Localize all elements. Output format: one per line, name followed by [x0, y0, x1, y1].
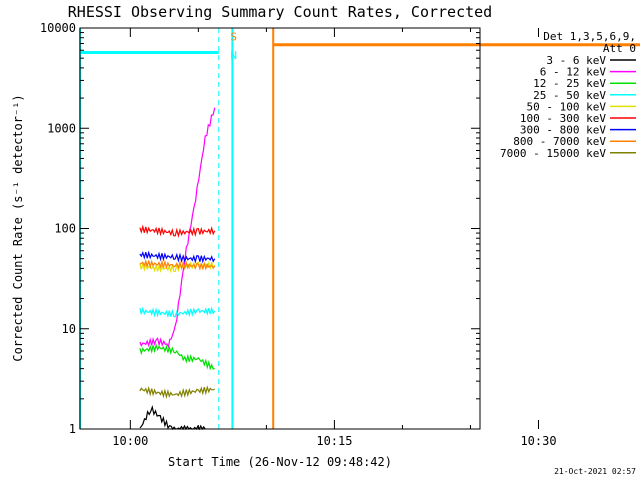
y-tick-label: 100 — [54, 222, 76, 236]
chart-title: RHESSI Observing Summary Count Rates, Co… — [68, 3, 492, 21]
series-line-3 — [139, 306, 216, 319]
x-tick-label: 10:00 — [112, 434, 148, 448]
legend-label: 300 - 800 keV — [520, 124, 606, 137]
x-tick-label: 10:30 — [520, 434, 556, 448]
legend-header-attenuator: Att 0 — [603, 42, 636, 55]
series-line-8 — [139, 385, 215, 400]
series-line-0 — [139, 404, 206, 431]
legend-label: 50 - 100 keV — [527, 100, 607, 113]
legend-label: 25 - 50 keV — [533, 89, 606, 102]
legend-label: 3 - 6 keV — [546, 54, 606, 67]
series-line-6 — [139, 250, 216, 264]
legend-header-detectors: Det 1,3,5,6,9, — [543, 30, 636, 43]
y-tick-label: 10000 — [40, 21, 76, 35]
y-tick-label: 10 — [62, 322, 76, 336]
flag-s: S — [230, 31, 237, 44]
series-group — [139, 107, 216, 431]
y-axis-label: Corrected Count Rate (s⁻¹ detector⁻¹) — [11, 94, 25, 361]
legend-label: 7000 - 15000 keV — [500, 147, 606, 160]
legend-label: 12 - 25 keV — [533, 77, 606, 90]
flag-n: N — [230, 49, 237, 62]
legend-label: 6 - 12 keV — [540, 66, 607, 79]
series-line-1 — [139, 107, 216, 349]
y-axis: 1 10 100 1000 10000 — [40, 21, 480, 436]
x-tick-label: 10:15 — [316, 434, 352, 448]
series-line-7 — [139, 259, 216, 271]
legend-label: 100 - 300 keV — [520, 112, 606, 125]
series-line-5 — [139, 224, 216, 238]
series-line-2 — [139, 343, 215, 371]
legend-label: 800 - 7000 keV — [513, 135, 606, 148]
y-tick-label: 1 — [69, 422, 76, 436]
footer-date: 21-Oct-2021 02:57 — [554, 467, 636, 476]
y-tick-label: 1000 — [47, 121, 76, 135]
x-axis-label: Start Time (26-Nov-12 09:48:42) — [168, 455, 392, 469]
